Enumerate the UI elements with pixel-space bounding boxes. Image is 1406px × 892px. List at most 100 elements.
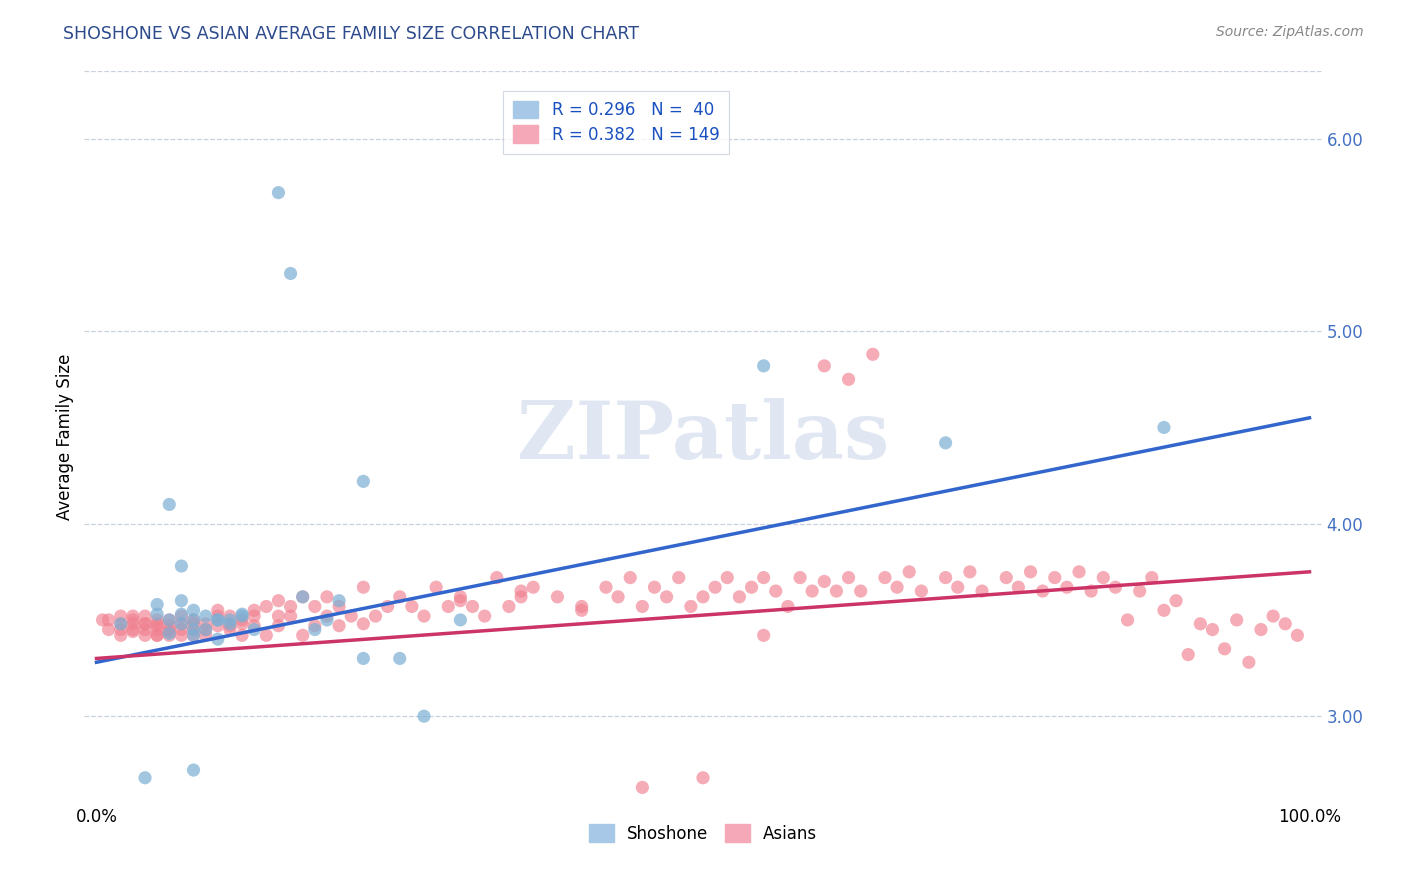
Point (1153, 420, 1175, 434)
Point (631, 780, 654, 795)
Point (110, 609, 132, 624)
Point (146, 628, 169, 642)
Text: SHOSHONE VS ASIAN AVERAGE FAMILY SIZE CORRELATION CHART: SHOSHONE VS ASIAN AVERAGE FAMILY SIZE CO… (63, 25, 640, 43)
Point (194, 628, 217, 642)
Point (207, 613, 229, 627)
Point (183, 616, 205, 631)
Point (231, 607, 253, 622)
Point (146, 607, 169, 622)
Point (1274, 616, 1296, 631)
Point (935, 571, 957, 585)
Point (668, 571, 690, 585)
Point (522, 580, 544, 594)
Point (352, 616, 374, 631)
Point (207, 632, 229, 647)
Point (146, 628, 169, 642)
Point (364, 609, 387, 624)
Point (425, 580, 447, 594)
Point (692, 590, 714, 604)
Point (995, 571, 1018, 585)
Point (219, 613, 242, 627)
Point (219, 623, 242, 637)
Point (765, 584, 787, 599)
Point (776, 599, 799, 614)
Point (935, 435, 957, 450)
Point (183, 623, 205, 637)
Point (254, 599, 277, 614)
Point (946, 580, 969, 594)
Point (1067, 565, 1090, 579)
Point (219, 616, 242, 631)
Point (110, 616, 132, 631)
Point (1261, 609, 1284, 624)
Point (267, 186, 290, 200)
Point (449, 590, 471, 604)
Point (122, 623, 145, 637)
Point (413, 609, 436, 624)
Point (1226, 613, 1249, 627)
Point (122, 613, 145, 627)
Point (437, 599, 460, 614)
Point (1116, 613, 1139, 627)
Point (449, 613, 471, 627)
Point (134, 616, 156, 631)
Point (122, 616, 145, 631)
Point (134, 623, 156, 637)
Point (170, 623, 193, 637)
Point (752, 571, 775, 585)
Point (510, 584, 533, 599)
Point (352, 580, 374, 594)
Point (134, 628, 156, 642)
Point (146, 613, 169, 627)
Point (170, 559, 193, 574)
Point (619, 571, 641, 585)
Point (304, 623, 326, 637)
Text: Source: ZipAtlas.com: Source: ZipAtlas.com (1216, 25, 1364, 39)
Point (316, 609, 339, 624)
Point (1286, 628, 1309, 642)
Point (352, 651, 374, 665)
Point (571, 599, 593, 614)
Point (510, 590, 533, 604)
Point (607, 590, 630, 604)
Point (498, 599, 520, 614)
Point (970, 584, 993, 599)
Point (388, 651, 411, 665)
Point (1092, 571, 1115, 585)
Point (377, 599, 399, 614)
Point (194, 616, 217, 631)
Point (838, 571, 860, 585)
Point (813, 574, 835, 589)
Point (170, 616, 193, 631)
Point (110, 628, 132, 642)
Point (291, 590, 314, 604)
Point (546, 590, 568, 604)
Point (146, 616, 169, 631)
Point (643, 580, 665, 594)
Point (267, 609, 290, 624)
Point (219, 618, 242, 632)
Point (728, 590, 751, 604)
Point (183, 623, 205, 637)
Point (898, 565, 921, 579)
Point (170, 628, 193, 642)
Point (752, 359, 775, 373)
Point (110, 616, 132, 631)
Point (304, 599, 326, 614)
Point (157, 624, 180, 639)
Point (328, 593, 350, 607)
Point (157, 626, 180, 640)
Point (134, 616, 156, 631)
Point (485, 571, 508, 585)
Point (146, 598, 169, 612)
Point (91, 613, 114, 627)
Point (401, 599, 423, 614)
Point (207, 603, 229, 617)
Point (910, 584, 932, 599)
Point (1129, 584, 1152, 599)
Point (328, 618, 350, 632)
Point (291, 628, 314, 642)
Point (1153, 603, 1175, 617)
Point (704, 580, 727, 594)
Point (461, 599, 484, 614)
